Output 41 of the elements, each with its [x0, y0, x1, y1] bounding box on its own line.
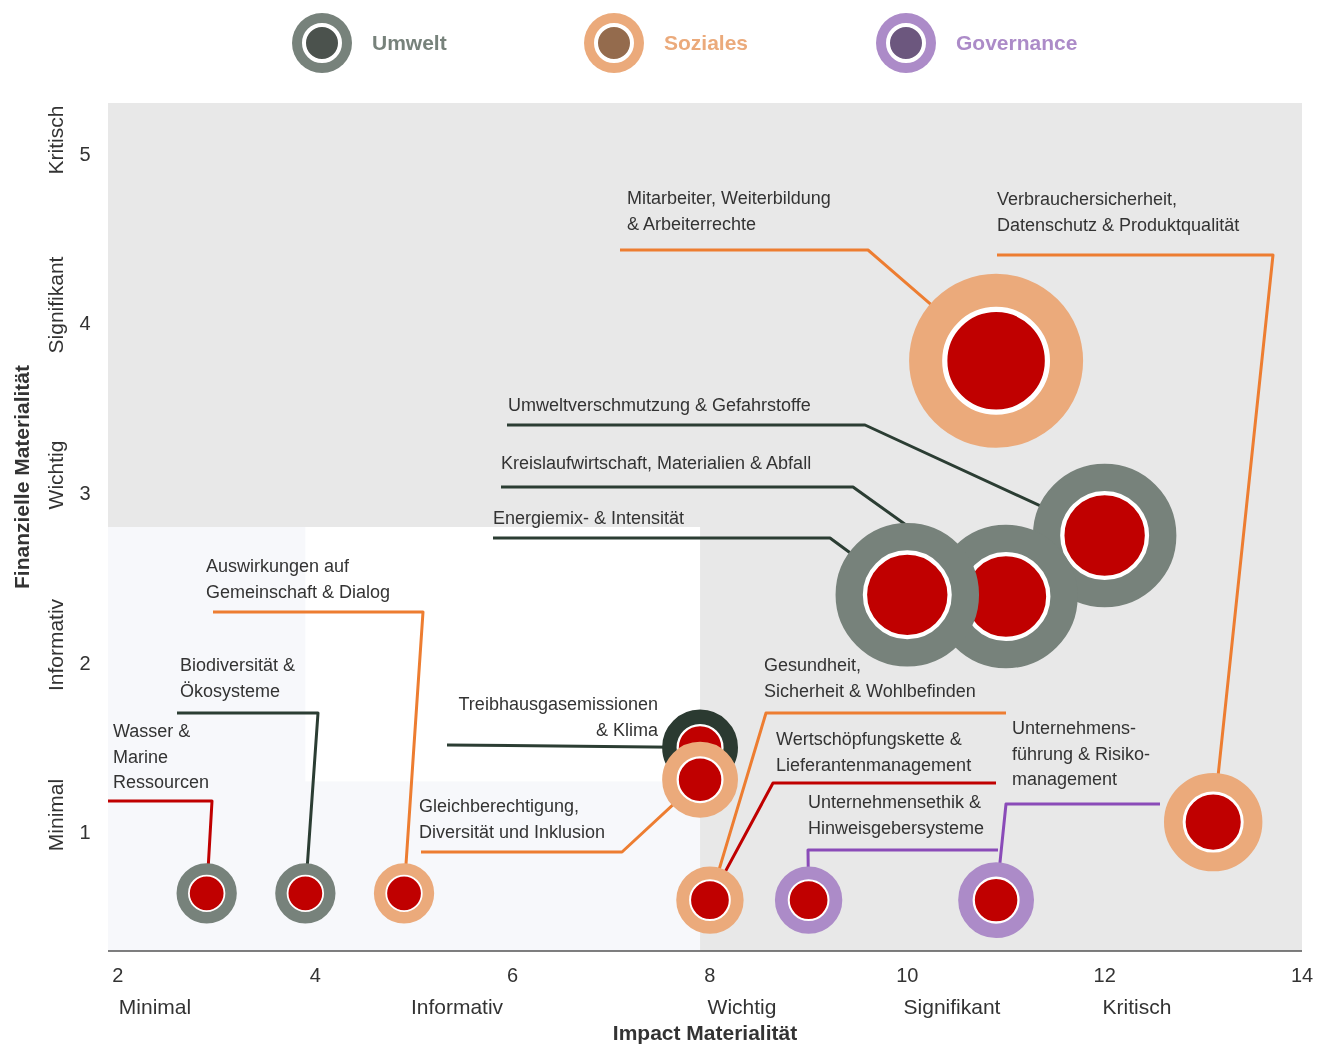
text: Informativ — [44, 598, 68, 692]
annotation: Treibhausgasemissionen & Klima — [458, 694, 659, 740]
annotation: Wasser & Marine Ressourcen — [113, 721, 210, 792]
text: Wichtig — [44, 440, 68, 510]
annotation: Gesundheit, Sicherheit & Wohlbefinden — [764, 655, 976, 701]
text: Governance — [956, 31, 1078, 55]
x-tick-label: 8 — [704, 964, 716, 986]
y-tick-label: 5 — [79, 142, 91, 165]
text: Wichtig — [707, 995, 777, 1018]
text: Minimal — [44, 778, 68, 852]
text: Informativ — [410, 995, 504, 1018]
text: Signifikant — [903, 995, 1001, 1018]
text: Signifikant — [44, 256, 68, 354]
annotation: Wertschöpfungskette & Lieferantenmanagement — [776, 729, 972, 775]
y-tick-label: 4 — [79, 312, 91, 335]
text: Kritisch — [1102, 995, 1172, 1018]
annotation: Verbrauchersicherheit, Datenschutz & Produktqualität — [997, 189, 1240, 235]
annotation: Mitarbeiter, Weiterbildung & Arbeiterrechte — [627, 188, 831, 234]
y-tick-label: 3 — [79, 482, 91, 505]
x-tick-label: 12 — [1093, 964, 1116, 986]
annotation: Energiemix- & Intensität — [493, 508, 685, 528]
annotation: Auswirkungen auf Gemeinschaft & Dialog — [206, 556, 391, 602]
x-tick-label: 10 — [896, 964, 919, 986]
y-axis-title: Finanzielle Materialität — [10, 364, 34, 590]
annotation: Unternehmensethik & Hinweisgebersysteme — [808, 792, 985, 838]
annotation: Umweltverschmutzung & Gefahrstoffe — [508, 395, 811, 415]
text: Minimal — [118, 995, 192, 1018]
annotation: Gleichberechtigung, Diversität und Inklusion — [419, 796, 606, 842]
annotation: Unternehmens- führung & Risiko- management — [1012, 718, 1151, 789]
x-axis-title: Impact Materialität — [612, 1021, 798, 1044]
text: Soziales — [664, 31, 749, 55]
text: Kritisch — [44, 105, 68, 175]
x-tick-label: 6 — [507, 964, 519, 986]
x-tick-label: 4 — [309, 964, 321, 986]
x-tick-label: 2 — [112, 964, 124, 986]
text: Umwelt — [372, 31, 447, 55]
y-tick-label: 2 — [79, 651, 91, 674]
x-tick-label: 14 — [1290, 964, 1314, 986]
annotation: Kreislaufwirtschaft, Materialien & Abfall — [501, 453, 812, 473]
y-tick-label: 1 — [79, 821, 91, 844]
annotation: Biodiversität & Ökosysteme — [180, 655, 296, 701]
